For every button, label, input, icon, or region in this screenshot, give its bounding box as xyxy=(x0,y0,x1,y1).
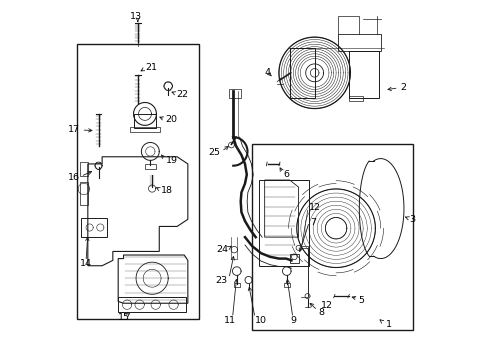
Text: 21: 21 xyxy=(146,63,158,72)
Text: 23: 23 xyxy=(216,276,228,285)
Bar xyxy=(145,164,156,169)
Bar xyxy=(80,182,88,205)
Text: 22: 22 xyxy=(176,90,189,99)
Text: 2: 2 xyxy=(400,83,406,92)
Bar xyxy=(290,48,315,98)
Bar xyxy=(284,283,290,287)
Bar xyxy=(234,283,240,287)
Text: 14: 14 xyxy=(80,260,92,269)
Text: 9: 9 xyxy=(291,315,297,324)
Bar xyxy=(134,114,156,128)
Text: 12: 12 xyxy=(309,203,320,212)
Text: 20: 20 xyxy=(166,116,178,125)
Bar xyxy=(252,144,413,330)
Text: 19: 19 xyxy=(166,156,178,165)
Bar xyxy=(80,162,88,176)
Bar xyxy=(290,254,298,263)
Bar xyxy=(348,96,363,102)
Bar xyxy=(259,180,309,266)
Text: 13: 13 xyxy=(130,12,142,21)
Text: 8: 8 xyxy=(318,308,324,317)
Bar xyxy=(338,33,381,51)
Text: 16: 16 xyxy=(68,173,80,182)
Bar xyxy=(229,89,242,98)
Text: 12: 12 xyxy=(321,301,333,310)
Bar xyxy=(77,44,198,319)
Text: 4: 4 xyxy=(264,68,270,77)
Text: 10: 10 xyxy=(255,315,267,324)
Text: 25: 25 xyxy=(209,148,221,157)
Text: 1: 1 xyxy=(386,320,392,329)
Bar xyxy=(130,127,160,132)
Text: 18: 18 xyxy=(161,186,173,195)
Text: 17: 17 xyxy=(68,126,80,135)
Bar xyxy=(118,297,186,312)
Text: 11: 11 xyxy=(224,315,236,324)
Text: 5: 5 xyxy=(359,296,365,305)
Text: 6: 6 xyxy=(284,170,290,179)
Text: 3: 3 xyxy=(409,215,416,224)
Text: 7: 7 xyxy=(310,219,316,228)
Bar xyxy=(348,51,379,98)
Bar xyxy=(81,217,107,237)
Text: 15: 15 xyxy=(118,313,130,322)
Text: 24: 24 xyxy=(216,245,228,254)
